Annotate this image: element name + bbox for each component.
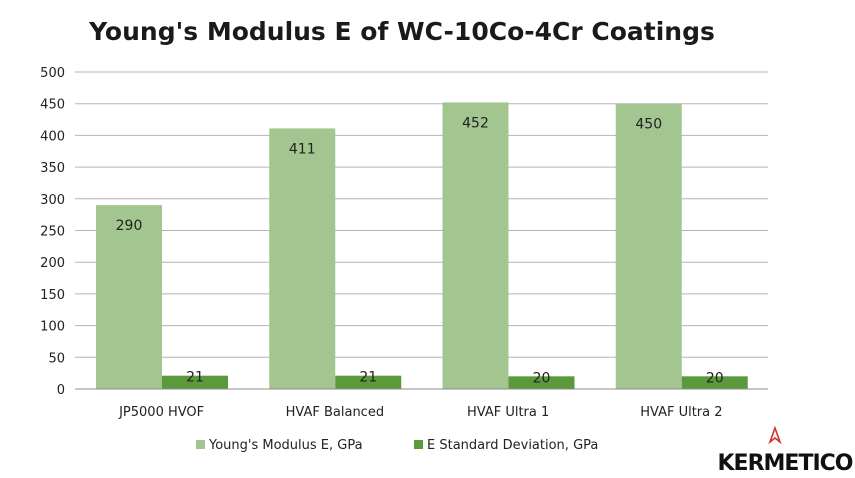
- logo-flame-icon: [768, 425, 782, 445]
- bar-youngs-modulus: [96, 205, 162, 389]
- legend-swatch: [414, 440, 423, 449]
- data-labels: 290 21 411 21 452 20 450 20: [116, 115, 724, 386]
- bar-std-deviation: [681, 376, 748, 389]
- legend: Young's Modulus E, GPa E Standard Deviati…: [196, 438, 598, 453]
- bars: [96, 102, 748, 389]
- y-tick-label: 450: [40, 98, 65, 113]
- bar-std-deviation: [508, 376, 575, 389]
- data-label: 450: [635, 117, 662, 133]
- y-tick-label: 350: [40, 161, 65, 176]
- y-tick-label: 100: [40, 320, 65, 335]
- bar-std-deviation: [162, 375, 228, 389]
- gridlines: [75, 71, 768, 358]
- x-axis-categories: JP5000 HVOF HVAF Balanced HVAF Ultra 1 HVAF…: [118, 405, 722, 420]
- bar-youngs-modulus: [442, 102, 509, 389]
- bar-youngs-modulus: [615, 103, 682, 389]
- y-tick-label: 50: [48, 351, 65, 366]
- y-tick-label: 400: [40, 129, 65, 144]
- legend-label: E Standard Deviation, GPa: [427, 438, 598, 453]
- y-tick-label: 500: [40, 66, 65, 81]
- bar-youngs-modulus: [269, 128, 336, 389]
- legend-swatch: [196, 440, 205, 449]
- data-label: 20: [533, 370, 551, 386]
- x-category-label: HVAF Balanced: [286, 405, 384, 420]
- data-label: 21: [186, 370, 204, 386]
- y-tick-label: 150: [40, 288, 65, 303]
- data-label: 21: [359, 370, 377, 386]
- y-axis-ticks: 0 50 100 150 200 250 300 350 400 450 500: [40, 66, 65, 398]
- legend-label: Young's Modulus E, GPa: [208, 438, 363, 453]
- y-tick-label: 250: [40, 225, 65, 240]
- kermetico-logo: KERMETICO: [718, 425, 854, 476]
- data-label: 411: [289, 141, 316, 157]
- data-label: 290: [116, 218, 143, 234]
- y-tick-label: 300: [40, 193, 65, 208]
- x-category-label: JP5000 HVOF: [118, 405, 204, 420]
- data-label: 20: [706, 370, 724, 386]
- bar-std-deviation: [335, 375, 402, 389]
- chart-title: Young's Modulus E of WC-10Co-4Cr Coating…: [88, 17, 715, 46]
- y-tick-label: 200: [40, 256, 65, 271]
- logo-text: KERMETICO: [718, 451, 853, 476]
- data-label: 452: [462, 115, 489, 131]
- x-category-label: HVAF Ultra 2: [640, 405, 722, 420]
- x-category-label: HVAF Ultra 1: [467, 405, 549, 420]
- y-tick-label: 0: [57, 383, 65, 398]
